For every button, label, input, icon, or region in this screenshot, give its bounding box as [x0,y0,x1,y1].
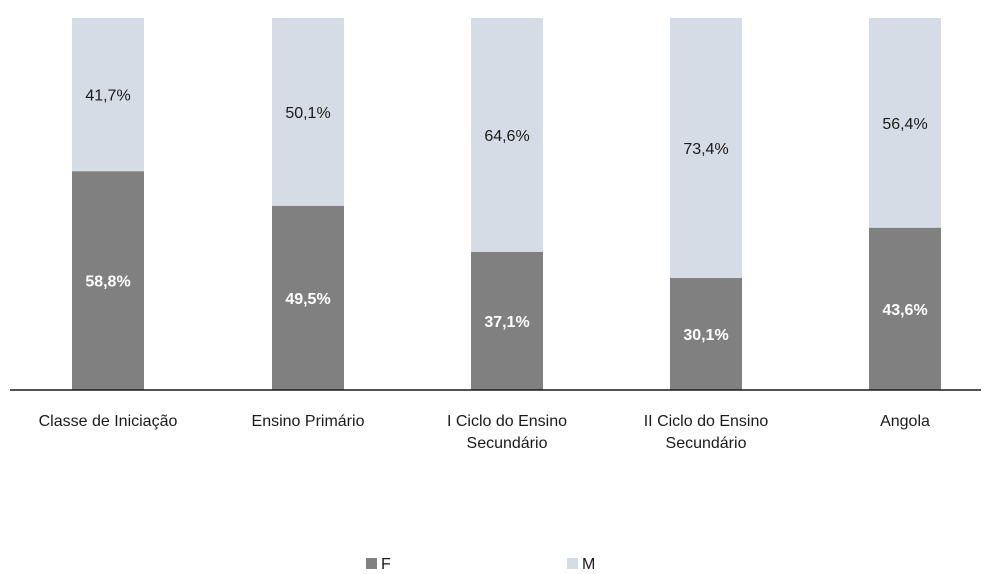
data-label-f-0: 58,8% [85,274,130,291]
bar-m-0 [72,18,144,172]
bar-f-1 [272,205,344,390]
bars-group: 41,7% 58,8% 50,1% 49,5% 64,6% 37,1% 73,4% 30,1%… [72,18,941,390]
data-label-f-4: 43,6% [882,302,927,319]
data-label-m-4: 56,4% [882,116,927,133]
category-label-4: Angola [880,413,930,430]
data-label-f-3: 30,1% [683,327,728,344]
bar-m-2 [471,18,543,252]
category-labels: Classe de Iniciação Ensino Primário I Cicl… [39,413,930,452]
bar-f-2 [471,251,543,390]
legend-swatch-m [567,558,578,569]
category-label-2: I Ciclo do Ensino Secundário [447,413,567,452]
bar-f-4 [869,227,941,390]
bar-m-3 [670,18,742,279]
data-label-m-0: 41,7% [85,88,130,105]
data-label-f-2: 37,1% [484,314,529,331]
data-label-m-2: 64,6% [484,128,529,145]
data-label-m-1: 50,1% [285,105,330,122]
legend-swatch-f [366,558,377,569]
legend-label-f: F [381,556,391,573]
data-label-m-3: 73,4% [683,141,728,158]
bar-f-3 [670,278,742,390]
category-label-0: Classe de Iniciação [39,413,178,430]
bar-m-4 [869,18,941,228]
legend-label-m: M [582,556,595,573]
bar-m-1 [272,18,344,206]
category-label-1: Ensino Primário [252,413,365,430]
bar-f-0 [72,171,144,390]
category-label-3: II Ciclo do Ensino Secundário [644,413,769,452]
data-label-f-1: 49,5% [285,291,330,308]
